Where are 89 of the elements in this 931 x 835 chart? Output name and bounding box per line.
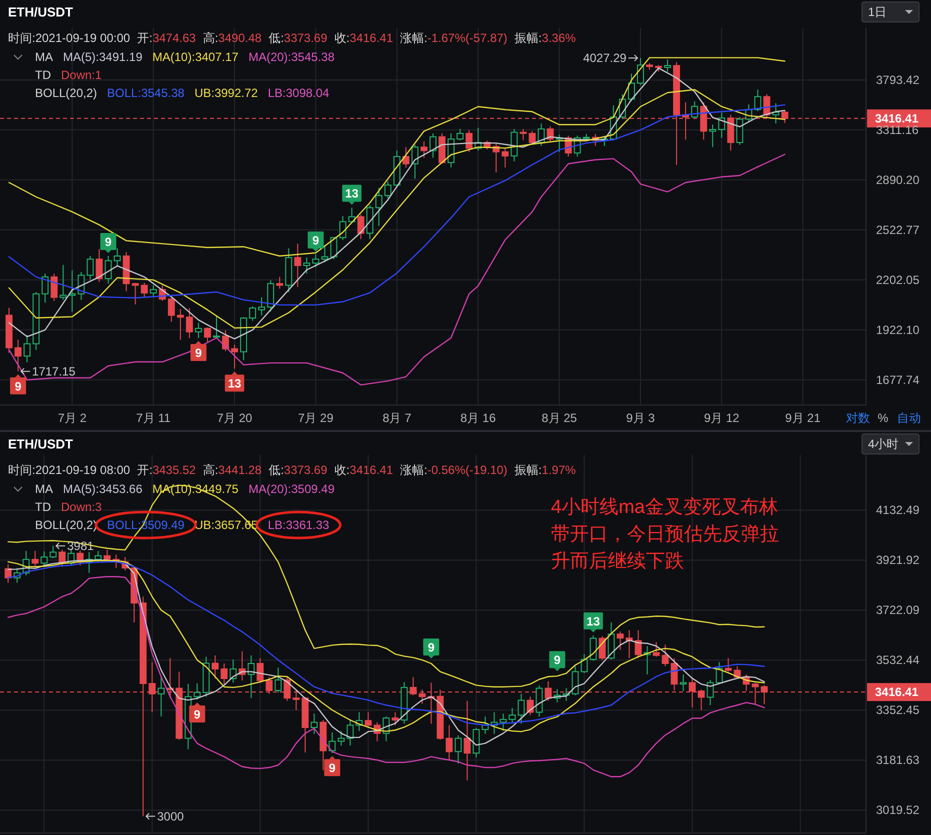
annotation: 收:3416.41	[334, 31, 394, 45]
annotation: 收:3416.41	[334, 463, 394, 477]
y-tick-label: 1677.74	[876, 372, 920, 387]
annotation: 时间:2021-09-19 00:00	[8, 31, 130, 45]
annotation: 3000	[157, 809, 184, 824]
annotation: 开:3474.63	[137, 31, 196, 45]
annotation: 9	[194, 707, 201, 722]
annotation: TD	[35, 500, 52, 514]
x-tick-label: 7月 2	[58, 411, 87, 425]
annotation: 高:3490.48	[202, 31, 262, 45]
annotation: LB:3098.04	[268, 86, 330, 100]
annotation: 13	[586, 614, 600, 628]
annotation: 振幅:1.97%	[514, 463, 576, 477]
annotation: 4027.29	[583, 50, 627, 65]
annotation: 9	[195, 346, 202, 360]
annotation: 9	[328, 761, 336, 776]
x-tick-label: 8月 16	[460, 411, 496, 425]
annotation: MA(10):3407.17	[152, 50, 239, 64]
text: %	[878, 411, 889, 425]
annotation: 高:3441.28	[202, 463, 262, 477]
x-tick-label: 7月 20	[216, 411, 253, 425]
ref-line-label: 3416.41	[875, 685, 919, 700]
annotation: UB:3992.72	[194, 86, 258, 100]
x-tick-label: 9月 12	[704, 411, 740, 425]
x-tick-label: 7月 29	[298, 411, 334, 425]
td-label: 9	[10, 374, 26, 394]
annotation: 4小时线ma金叉变死叉布林带开口，今日预估先反弹拉升而后继续下跌	[551, 496, 779, 572]
text: 4小时	[868, 437, 899, 451]
y-tick-label: 3793.42	[876, 72, 920, 87]
y-tick-label: 2202.05	[876, 272, 920, 287]
chart-title: ETH/USDT	[8, 436, 74, 452]
x-tick-label: 8月 7	[382, 411, 412, 425]
text: 1日	[868, 5, 887, 19]
annotation: 时间:2021-09-19 08:00	[8, 463, 130, 477]
annotation: Down:3	[61, 500, 102, 514]
td-label: 9	[308, 231, 324, 252]
td-label: 13	[342, 184, 362, 205]
annotation: MA(20):3545.38	[248, 50, 335, 64]
y-tick-label: 3352.45	[876, 703, 920, 718]
annotation: 9	[312, 233, 320, 248]
td-label: 9	[549, 651, 566, 672]
annotation: BOLL(20,2)	[35, 86, 98, 100]
td-label: 13	[584, 612, 603, 632]
td-label: 9	[189, 702, 206, 722]
annotation: TD	[35, 68, 52, 82]
x-tick-label: 7月 11	[136, 411, 171, 425]
x-tick-label: 8月 25	[542, 411, 578, 425]
x-tick-label: 9月 3	[626, 411, 656, 425]
annotation: 9	[104, 235, 112, 249]
annotation: MA	[35, 50, 53, 64]
y-tick-label: 2890.20	[876, 172, 920, 187]
annotation: 开:3435.52	[137, 463, 196, 477]
annotation: 涨幅:-1.67%(-57.87)	[400, 31, 508, 45]
annotation: MA	[35, 482, 53, 496]
chart-title: ETH/USDT	[8, 4, 74, 20]
annotation: MA(5):3453.66	[63, 482, 143, 496]
y-tick-label: 3019.52	[876, 803, 920, 818]
y-tick-label: 3722.09	[876, 603, 920, 618]
annotation: MA(20):3509.49	[248, 482, 335, 496]
y-tick-label: 1922.10	[876, 322, 920, 337]
annotation: 9	[428, 640, 435, 654]
annotation: 低:3373.69	[268, 31, 328, 45]
annotation: MA(5):3491.19	[63, 50, 143, 64]
annotation: 13	[228, 376, 242, 391]
text: 对数	[846, 411, 870, 425]
text: 自动	[897, 411, 921, 425]
annotation: 涨幅:-0.56%(-19.10)	[400, 463, 508, 477]
ref-line-label: 3416.41	[875, 111, 919, 126]
x-tick-label: 9月 21	[785, 411, 821, 425]
annotation: 低:3373.69	[268, 463, 328, 477]
annotation: 9	[14, 379, 22, 394]
y-tick-label: 3921.92	[876, 553, 920, 568]
y-tick-label: 2522.77	[876, 222, 920, 237]
y-tick-label: 3181.63	[876, 753, 920, 768]
annotation: 1717.15	[32, 364, 76, 378]
td-label: 9	[100, 233, 116, 253]
td-label: 13	[224, 372, 244, 392]
annotation: 振幅:3.36%	[514, 31, 576, 45]
annotation: LB:3361.33	[268, 518, 330, 532]
annotation: BOLL:3545.38	[107, 86, 185, 100]
td-label: 9	[190, 341, 206, 362]
td-label: 9	[423, 638, 440, 658]
td-label: 9	[324, 756, 340, 776]
annotation: Down:1	[61, 68, 102, 82]
y-tick-label: 3311.16	[876, 122, 919, 137]
y-tick-label: 3532.44	[876, 653, 920, 668]
y-tick-label: 4132.49	[876, 503, 920, 518]
annotation: 9	[554, 653, 561, 668]
annotation: 13	[345, 186, 359, 201]
